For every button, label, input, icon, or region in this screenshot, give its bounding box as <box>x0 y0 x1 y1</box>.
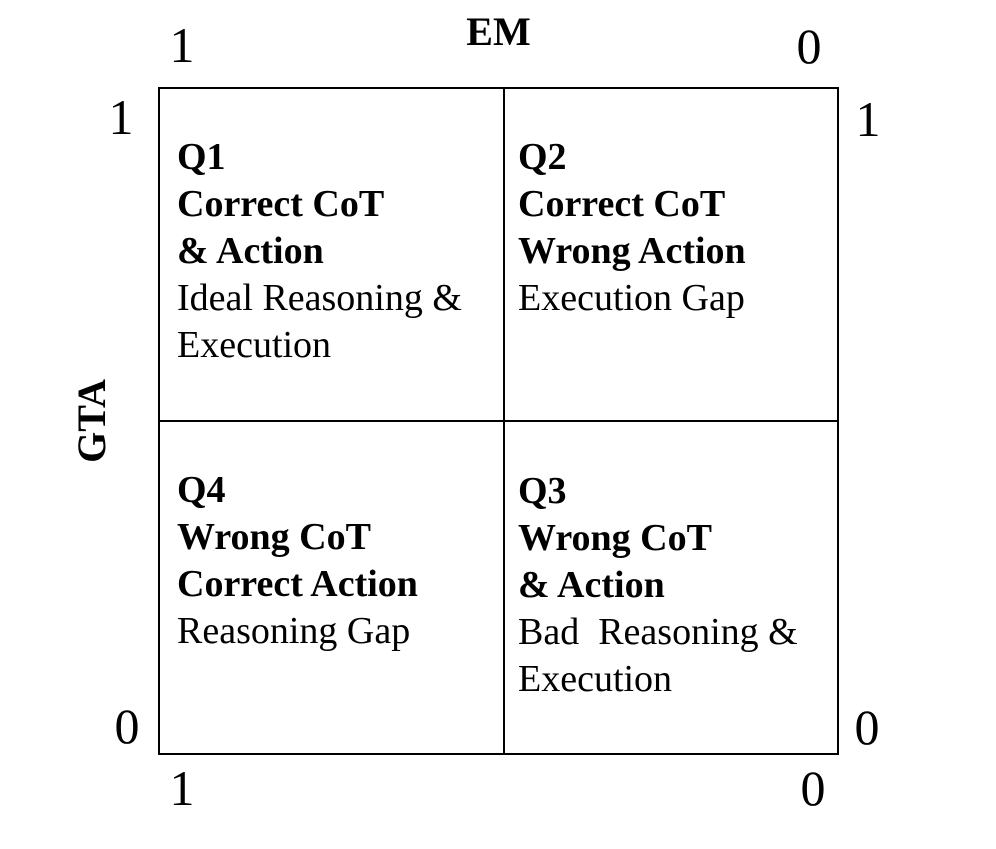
quadrant-text-line: Bad Reasoning & <box>518 611 798 653</box>
quadrant-text-line: Correct CoT <box>518 183 726 225</box>
horizontal-divider <box>160 420 837 422</box>
quadrant-text-line: & Action <box>518 564 665 606</box>
y-axis-tick-bottom: 0 <box>114 698 140 754</box>
quadrant-text-line: Execution Gap <box>518 277 745 319</box>
bottom-axis-tick-left: 1 <box>169 760 195 816</box>
quadrant-q2-title: Q2 Correct CoT Wrong Action <box>518 134 831 275</box>
quadrant-q2: Q2 Correct CoT Wrong Action Execution Gap <box>505 89 837 420</box>
x-axis-tick-left: 1 <box>169 17 195 73</box>
quadrant-q3-desc: Bad Reasoning & Execution <box>518 609 831 703</box>
quadrant-text-line: & Action <box>177 230 324 272</box>
quadrant-text-line: Q1 <box>177 136 226 178</box>
quadrant-q3: Q3 Wrong CoT & Action Bad Reasoning & Execu… <box>505 422 837 753</box>
quadrant-q1: Q1 Correct CoT & Action Ideal Reasoning & E… <box>160 89 503 420</box>
quadrant-q4: Q4 Wrong CoT Correct Action Reasoning Gap <box>160 422 503 753</box>
quadrant-text-line: Q3 <box>518 470 567 512</box>
quadrant-text-line: Execution <box>518 658 673 700</box>
quadrant-text-line: Reasoning Gap <box>177 610 411 652</box>
quadrant-text-line: Wrong CoT <box>177 516 371 558</box>
y-axis-title: GTA <box>69 379 114 463</box>
quadrant-text-line: Wrong Action <box>518 230 746 272</box>
quadrant-q1-title: Q1 Correct CoT & Action <box>177 134 497 275</box>
quadrant-q4-desc: Reasoning Gap <box>177 608 497 655</box>
quadrant-text-line: Q2 <box>518 136 567 178</box>
quadrant-q1-desc: Ideal Reasoning & Execution <box>177 275 497 369</box>
quadrant-q4-title: Q4 Wrong CoT Correct Action <box>177 467 497 608</box>
quadrant-text-line: Execution <box>177 324 332 366</box>
quadrant-grid: Q1 Correct CoT & Action Ideal Reasoning & E… <box>158 87 839 755</box>
quadrant-q3-title: Q3 Wrong CoT & Action <box>518 468 831 609</box>
quadrant-text-line: Correct Action <box>177 563 418 605</box>
right-axis-tick-top: 1 <box>855 91 881 147</box>
right-axis-tick-bottom: 0 <box>854 699 880 755</box>
quadrant-text-line: Q4 <box>177 469 226 511</box>
quadrant-q2-desc: Execution Gap <box>518 275 831 322</box>
y-axis-tick-top: 1 <box>108 89 134 145</box>
quadrant-text-line: Ideal Reasoning & <box>177 277 462 319</box>
quadrant-text-line: Correct CoT <box>177 183 385 225</box>
x-axis-tick-right: 0 <box>796 18 822 74</box>
x-axis-title: EM <box>466 9 531 54</box>
quadrant-text-line: Wrong CoT <box>518 517 712 559</box>
bottom-axis-tick-right: 0 <box>800 760 826 816</box>
